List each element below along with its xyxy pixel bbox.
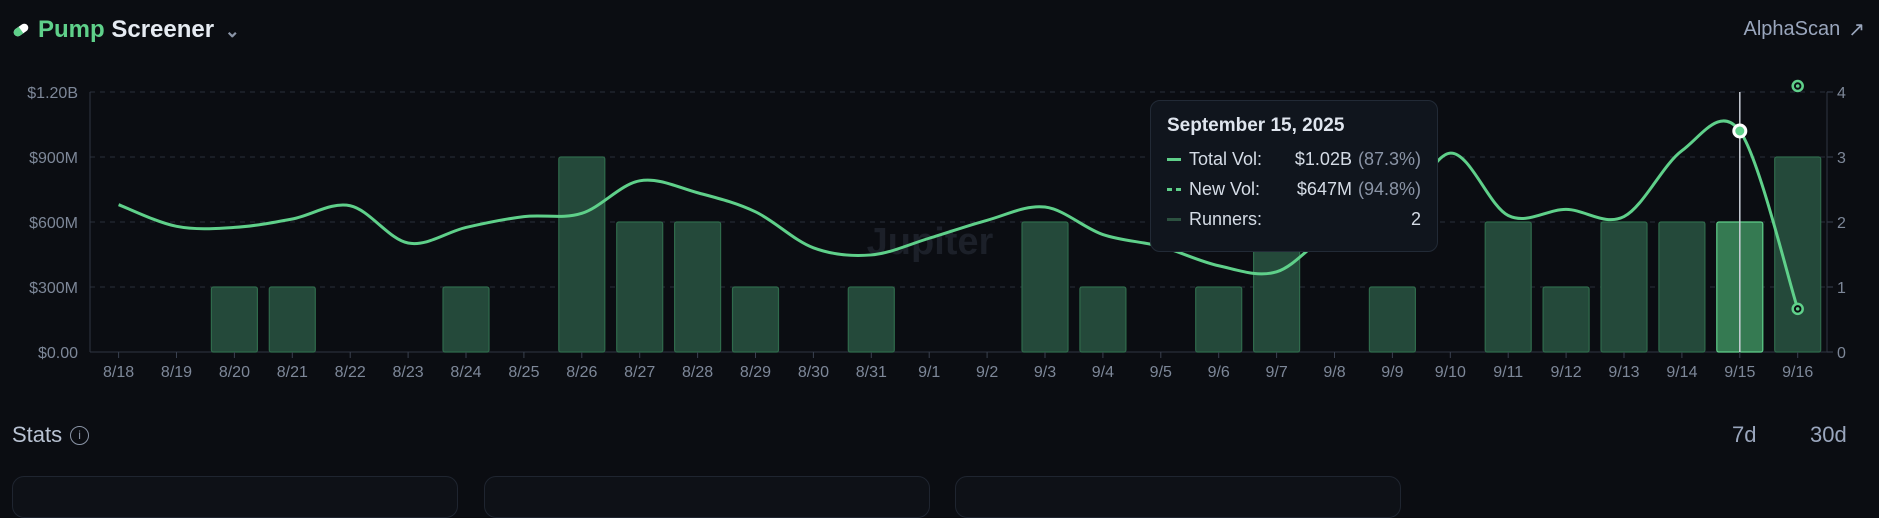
runners-bar — [210, 286, 258, 353]
x-axis-tick: 8/25 — [508, 364, 539, 381]
x-axis-tick: 9/16 — [1782, 364, 1813, 381]
runners-bar — [1195, 286, 1243, 353]
info-icon[interactable]: i — [70, 425, 90, 445]
hover-point — [1732, 123, 1748, 139]
runners-bar — [268, 286, 316, 353]
x-axis-tick: 9/8 — [1323, 364, 1345, 381]
x-axis-tick: 8/19 — [161, 364, 192, 381]
stat-card — [955, 476, 1401, 518]
x-axis-tick: 8/22 — [335, 364, 366, 381]
x-axis-tick: 9/11 — [1493, 364, 1523, 381]
runners-bar — [1484, 221, 1532, 353]
tooltip-value: $647M — [1296, 178, 1352, 199]
stats-title: Stats — [12, 422, 63, 447]
x-axis-tick: 9/9 — [1381, 364, 1403, 381]
runners-bar — [847, 286, 895, 353]
runners-bar — [1600, 221, 1648, 353]
tooltip-label: Runners: — [1189, 208, 1263, 229]
tooltip-label: Total Vol: — [1189, 148, 1263, 169]
arrow-up-right-icon: ↗ — [1848, 19, 1865, 41]
screener-selector[interactable]: Pump Screener ⌄ — [38, 16, 240, 44]
stat-card — [12, 476, 458, 518]
tooltip-row-runners: Runners: 2 — [1167, 207, 1421, 231]
runners-bar — [1542, 286, 1590, 353]
tooltip-label: New Vol: — [1189, 178, 1261, 199]
x-axis-tick: 9/3 — [1034, 364, 1056, 381]
x-axis-tick: 9/7 — [1265, 364, 1287, 381]
runners-bar — [442, 286, 490, 353]
x-axis-tick: 9/12 — [1551, 364, 1582, 381]
title-rest: Screener — [111, 16, 215, 43]
tooltip-row-new-vol: New Vol: $647M (94.8%) — [1167, 177, 1421, 201]
x-axis-tick: 9/10 — [1435, 364, 1466, 381]
runners-bar — [558, 156, 606, 353]
x-axis-tick: 8/28 — [682, 364, 713, 381]
left-axis-tick: $1.20B — [27, 85, 78, 102]
x-axis-tick: 8/21 — [277, 364, 308, 381]
runners-bar — [1021, 221, 1069, 353]
tooltip-value: 2 — [1410, 208, 1421, 229]
stats-heading: Stats i — [12, 422, 90, 448]
page-header: Pump Screener ⌄ — [12, 12, 240, 48]
tooltip-date: September 15, 2025 — [1167, 115, 1345, 136]
title-accent: Pump — [38, 16, 105, 43]
left-axis-tick: $0.00 — [38, 345, 78, 362]
x-axis-tick: 8/24 — [450, 364, 481, 381]
total-vol-line — [118, 119, 1800, 310]
new-vol-point-dot — [1795, 84, 1800, 88]
left-axis-tick: $900M — [29, 150, 78, 167]
tooltip-pct: (87.3%) — [1357, 148, 1421, 169]
solid-line-swatch-icon — [1167, 157, 1181, 161]
x-axis-tick: 8/18 — [103, 364, 134, 381]
x-axis-tick: 8/30 — [798, 364, 829, 381]
x-axis-tick: 9/6 — [1208, 364, 1230, 381]
range-7d-button[interactable]: 7d — [1732, 422, 1757, 447]
alphascan-label: AlphaScan — [1743, 18, 1841, 40]
tooltip-pct: (94.8%) — [1357, 178, 1421, 199]
x-axis-tick: 8/31 — [856, 364, 887, 381]
right-axis-tick: 2 — [1837, 215, 1846, 232]
tooltip-row-total-vol: Total Vol: $1.02B (87.3%) — [1167, 147, 1421, 171]
stat-card — [484, 476, 930, 518]
x-axis-tick: 8/23 — [393, 364, 424, 381]
x-axis-tick: 8/26 — [566, 364, 597, 381]
runners-bar — [616, 221, 664, 353]
x-axis-tick: 9/5 — [1150, 364, 1172, 381]
runners-bar — [1658, 221, 1706, 353]
x-axis-tick: 9/13 — [1608, 364, 1639, 381]
right-axis-tick: 0 — [1837, 345, 1846, 362]
runners-bar — [673, 221, 722, 353]
x-axis-tick: 9/1 — [918, 364, 940, 381]
x-axis-tick: 9/4 — [1092, 364, 1114, 381]
right-axis-tick: 4 — [1837, 85, 1846, 102]
x-axis-tick: 9/14 — [1666, 364, 1697, 381]
x-axis-tick: 8/29 — [740, 364, 771, 381]
runners-bar — [1079, 286, 1127, 353]
last-point-dot — [1795, 307, 1800, 311]
x-axis-tick: 9/15 — [1724, 364, 1755, 381]
tooltip-value: $1.02B — [1294, 148, 1352, 169]
jupiter-watermark: Jupiter — [867, 221, 994, 263]
range-30d-button[interactable]: 30d — [1810, 422, 1847, 447]
volume-chart[interactable]: $0.00 $300M $600M $900M $1.20B 0 1 2 3 4 Jupiter 8/… — [0, 0, 1879, 485]
alphascan-link[interactable]: AlphaScan ↗ — [1743, 17, 1865, 42]
right-axis-tick: 1 — [1837, 280, 1846, 297]
runners-bar — [731, 286, 780, 353]
pill-icon — [13, 23, 29, 37]
left-axis-tick: $300M — [29, 280, 78, 297]
bar-swatch-icon — [1167, 217, 1181, 221]
chevron-down-icon: ⌄ — [224, 21, 240, 41]
left-axis-tick: $600M — [29, 215, 78, 232]
x-axis-tick: 8/20 — [219, 364, 250, 381]
x-axis-tick: 9/2 — [976, 364, 998, 381]
runners-bar — [1368, 286, 1417, 353]
right-axis-tick: 3 — [1837, 150, 1846, 167]
x-axis-tick: 8/27 — [624, 364, 655, 381]
chart-tooltip: September 15, 2025 Total Vol: $1.02B (87… — [1150, 100, 1438, 252]
dashed-line-swatch-icon — [1167, 187, 1181, 191]
